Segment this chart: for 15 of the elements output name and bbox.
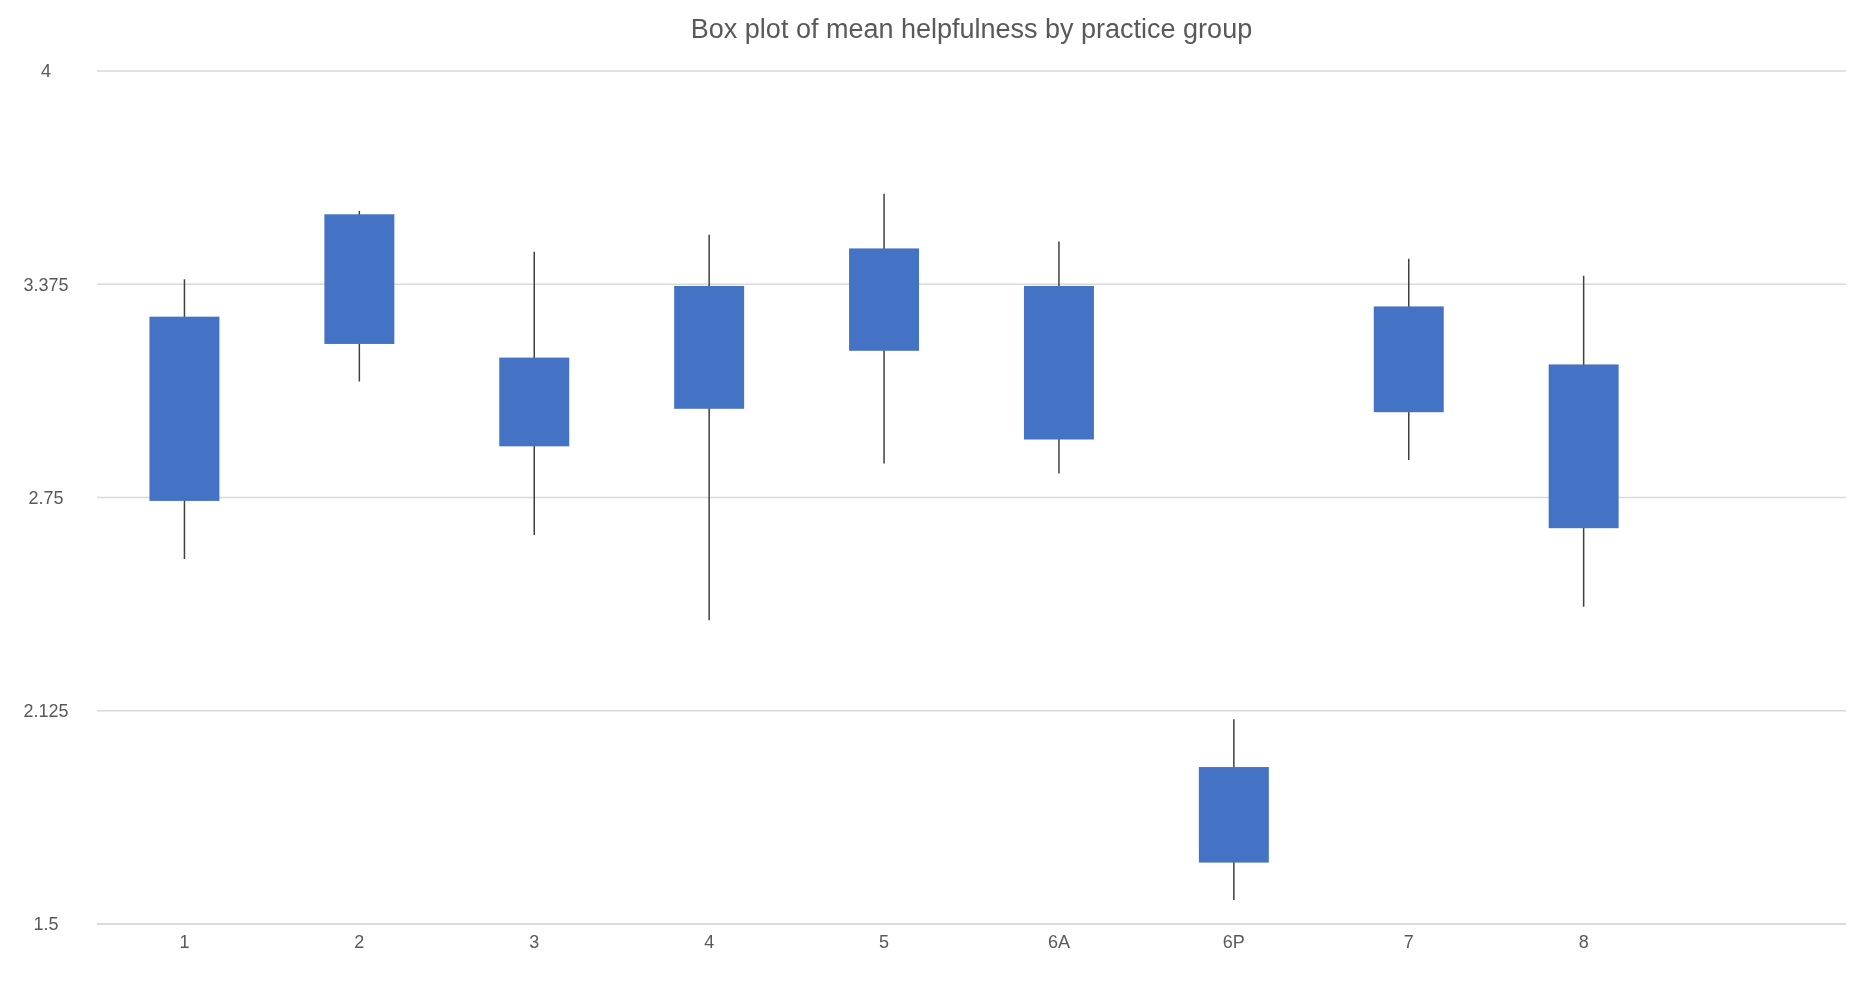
- y-tick-label: 3.375: [23, 274, 69, 295]
- x-tick-label: 6P: [1222, 932, 1245, 952]
- x-tick-label: 6A: [1047, 932, 1070, 952]
- x-tick-label: 3: [529, 932, 540, 952]
- x-tick-label: 8: [1578, 932, 1589, 952]
- y-tick-label: 2.75: [28, 487, 64, 508]
- y-tick-label: 1.5: [33, 914, 59, 935]
- x-tick-label: 4: [704, 932, 715, 952]
- y-tick-label: 2.125: [23, 701, 69, 722]
- x-tick-label: 2: [354, 932, 365, 952]
- chart-title: Box plot of mean helpfulness by practice group: [690, 14, 1253, 44]
- y-tick-label: 4: [40, 61, 52, 82]
- x-tick-label: 7: [1403, 932, 1414, 952]
- x-tick-label: 5: [879, 932, 890, 952]
- x-tick-label: 1: [179, 932, 190, 952]
